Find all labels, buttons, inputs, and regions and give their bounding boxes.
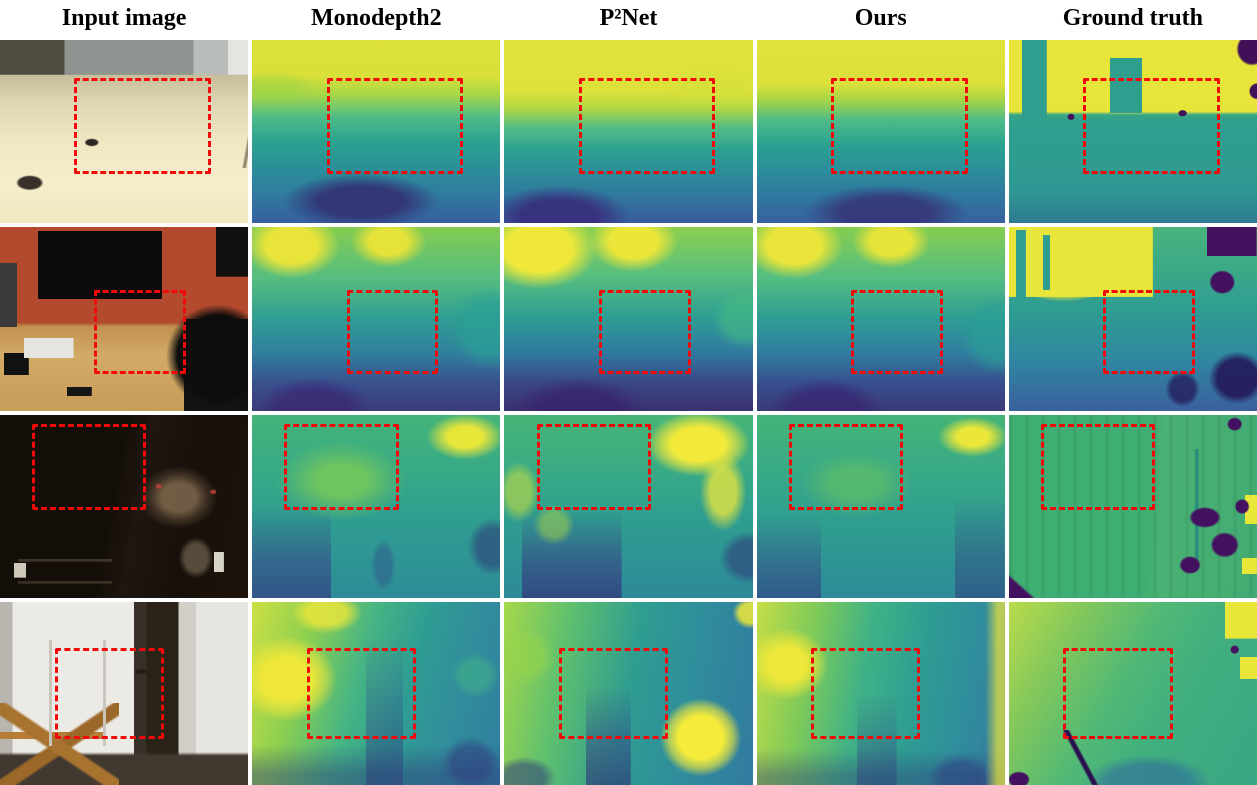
depth-map-p2net-row-1 (504, 40, 753, 224)
depth-map-monodepth2-row-2 (252, 227, 501, 411)
highlight-box (831, 78, 968, 174)
highlight-box (54, 647, 164, 740)
depth-map-ground-truth-row-4 (1008, 601, 1257, 785)
depth-map-ground-truth-row-2 (1008, 227, 1257, 411)
highlight-box (1083, 78, 1220, 174)
depth-map-ours-row-2 (756, 227, 1005, 411)
column-header-p2net: P²Net (504, 0, 753, 36)
highlight-box (578, 78, 716, 174)
highlight-box (598, 289, 691, 374)
highlight-box (326, 78, 464, 174)
highlight-box (74, 78, 211, 174)
highlight-box (94, 289, 187, 374)
depth-map-p2net-row-4 (504, 601, 753, 785)
input-image-row-2 (0, 227, 249, 411)
highlight-box (558, 647, 669, 740)
input-image-row-1 (0, 40, 249, 224)
depth-map-monodepth2-row-4 (252, 601, 501, 785)
depth-map-ground-truth-row-1 (1008, 40, 1257, 224)
highlight-box (788, 423, 904, 510)
highlight-box (1041, 423, 1156, 510)
highlight-box (1103, 289, 1195, 374)
highlight-box (346, 289, 439, 374)
column-header-input-image: Input image (0, 0, 249, 36)
highlight-box (32, 423, 147, 510)
highlight-box (284, 423, 399, 510)
depth-map-ours-row-3 (756, 414, 1005, 598)
column-header-monodepth2: Monodepth2 (252, 0, 501, 36)
depth-map-ground-truth-row-3 (1008, 414, 1257, 598)
highlight-box (811, 647, 921, 740)
depth-map-ours-row-4 (756, 601, 1005, 785)
column-header-ours: Ours (756, 0, 1005, 36)
highlight-box (1063, 647, 1173, 740)
depth-map-monodepth2-row-3 (252, 414, 501, 598)
highlight-box (850, 289, 943, 374)
column-header-ground-truth: Ground truth (1008, 0, 1257, 36)
depth-map-monodepth2-row-1 (252, 40, 501, 224)
input-image-row-3 (0, 414, 249, 598)
input-image-row-4 (0, 601, 249, 785)
depth-map-p2net-row-2 (504, 227, 753, 411)
highlight-box (536, 423, 651, 510)
depth-map-p2net-row-3 (504, 414, 753, 598)
depth-map-ours-row-1 (756, 40, 1005, 224)
highlight-box (306, 647, 416, 740)
